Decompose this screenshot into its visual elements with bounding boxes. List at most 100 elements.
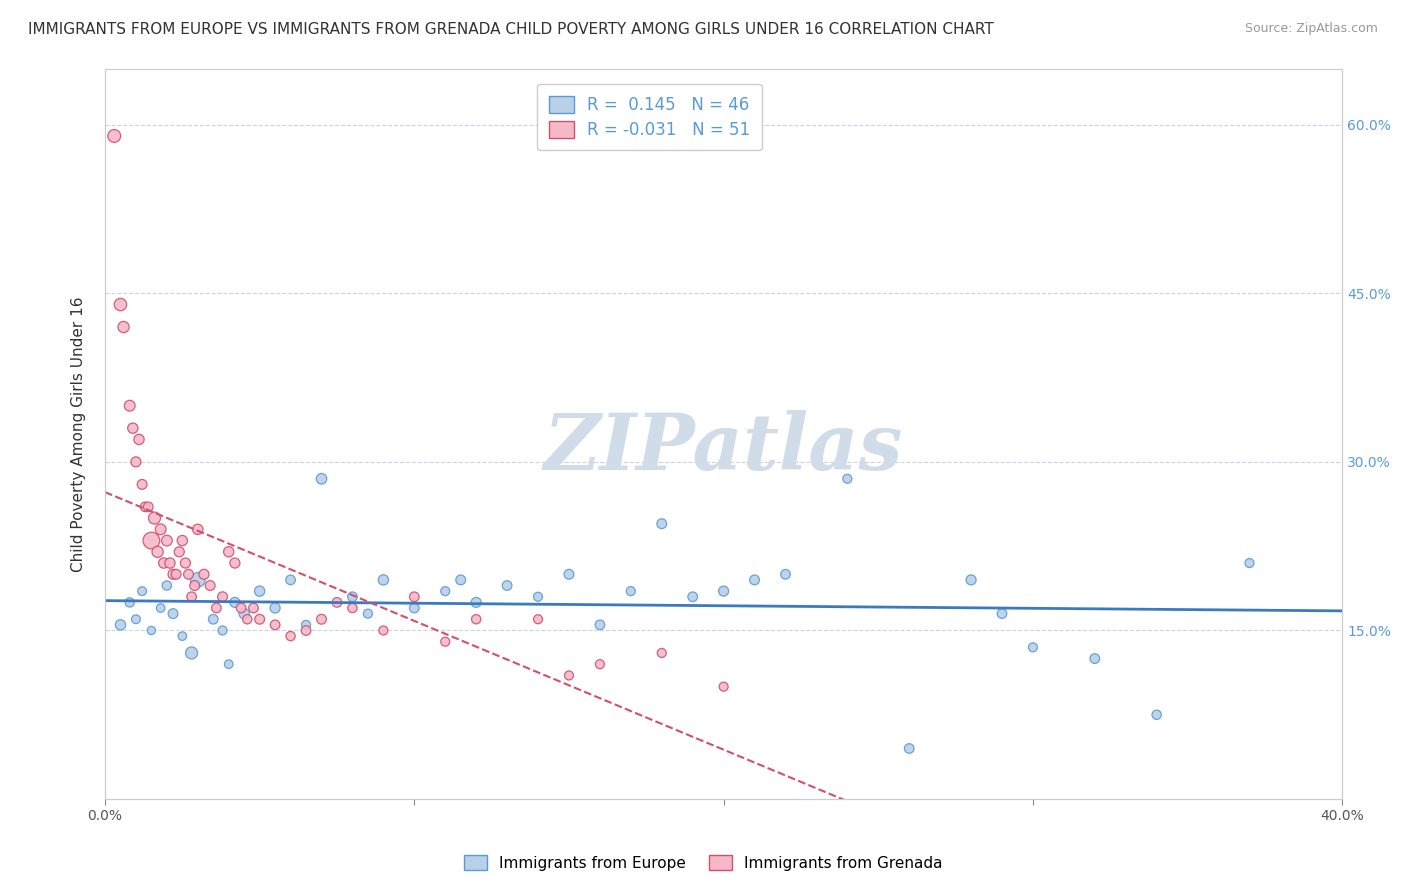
Point (165, 567, 187, 582)
Point (141, 533, 163, 548)
Point (1084, 651, 1107, 665)
Point (110, 297, 132, 311)
Point (162, 607, 184, 621)
Point (295, 624, 318, 638)
Legend: Immigrants from Europe, Immigrants from Grenada: Immigrants from Europe, Immigrants from … (454, 846, 952, 880)
Point (589, 618, 612, 632)
Point (205, 601, 228, 615)
Y-axis label: Child Poverty Among Girls Under 16: Child Poverty Among Girls Under 16 (72, 296, 86, 572)
Point (134, 500, 156, 514)
Point (193, 567, 215, 582)
Point (233, 607, 256, 621)
Point (527, 590, 550, 604)
Point (136, 500, 159, 514)
Point (242, 601, 264, 615)
Point (172, 533, 194, 548)
Point (131, 584, 153, 599)
Point (373, 573, 395, 587)
Point (156, 533, 179, 548)
Point (1239, 556, 1261, 570)
Point (149, 601, 172, 615)
Point (1146, 707, 1168, 722)
Point (218, 545, 240, 559)
Point (187, 522, 209, 536)
Text: Source: ZipAtlas.com: Source: ZipAtlas.com (1244, 22, 1378, 36)
Point (187, 573, 209, 587)
Point (103, 128, 125, 143)
Text: IMMIGRANTS FROM EUROPE VS IMMIGRANTS FROM GRENADA CHILD POVERTY AMONG GIRLS UNDE: IMMIGRANTS FROM EUROPE VS IMMIGRANTS FRO… (28, 22, 994, 37)
Point (496, 578, 519, 592)
Point (434, 584, 457, 599)
Point (713, 584, 735, 599)
Point (141, 624, 163, 638)
Point (620, 584, 643, 599)
Point (589, 657, 612, 672)
Point (280, 629, 302, 643)
Point (131, 477, 153, 491)
Point (357, 607, 380, 621)
Point (180, 590, 202, 604)
Point (152, 556, 174, 570)
Point (174, 556, 197, 570)
Point (118, 399, 141, 413)
Point (713, 680, 735, 694)
Point (342, 590, 364, 604)
Point (218, 657, 240, 672)
Point (125, 455, 148, 469)
Point (177, 567, 200, 582)
Point (183, 578, 205, 592)
Point (527, 612, 550, 626)
Point (118, 595, 141, 609)
Point (373, 624, 395, 638)
Point (264, 601, 287, 615)
Point (465, 612, 488, 626)
Point (224, 595, 246, 609)
Point (202, 612, 225, 626)
Point (236, 612, 259, 626)
Point (326, 595, 349, 609)
Point (112, 320, 135, 334)
Point (125, 612, 148, 626)
Point (651, 646, 673, 660)
Point (558, 668, 581, 682)
Point (404, 590, 426, 604)
Point (146, 545, 169, 559)
Point (280, 573, 302, 587)
Point (450, 573, 472, 587)
Point (744, 573, 766, 587)
Point (249, 584, 271, 599)
Point (211, 590, 233, 604)
Point (898, 741, 921, 756)
Point (1022, 640, 1045, 655)
Point (167, 545, 190, 559)
Point (149, 522, 172, 536)
Point (837, 472, 859, 486)
Text: ZIPatlas: ZIPatlas (544, 410, 903, 487)
Point (156, 578, 179, 592)
Point (991, 607, 1014, 621)
Point (404, 601, 426, 615)
Point (229, 601, 252, 615)
Point (342, 601, 364, 615)
Point (211, 624, 233, 638)
Point (295, 618, 318, 632)
Point (143, 511, 166, 525)
Point (162, 567, 184, 582)
Point (159, 556, 181, 570)
Point (775, 567, 797, 582)
Point (110, 618, 132, 632)
Point (264, 618, 287, 632)
Point (651, 516, 673, 531)
Point (960, 573, 983, 587)
Point (682, 590, 704, 604)
Point (249, 612, 271, 626)
Point (180, 646, 202, 660)
Point (128, 433, 150, 447)
Point (311, 472, 333, 486)
Point (465, 595, 488, 609)
Point (121, 421, 143, 435)
Legend: R =  0.145   N = 46, R = -0.031   N = 51: R = 0.145 N = 46, R = -0.031 N = 51 (537, 84, 762, 151)
Point (198, 578, 221, 592)
Point (434, 634, 457, 648)
Point (558, 567, 581, 582)
